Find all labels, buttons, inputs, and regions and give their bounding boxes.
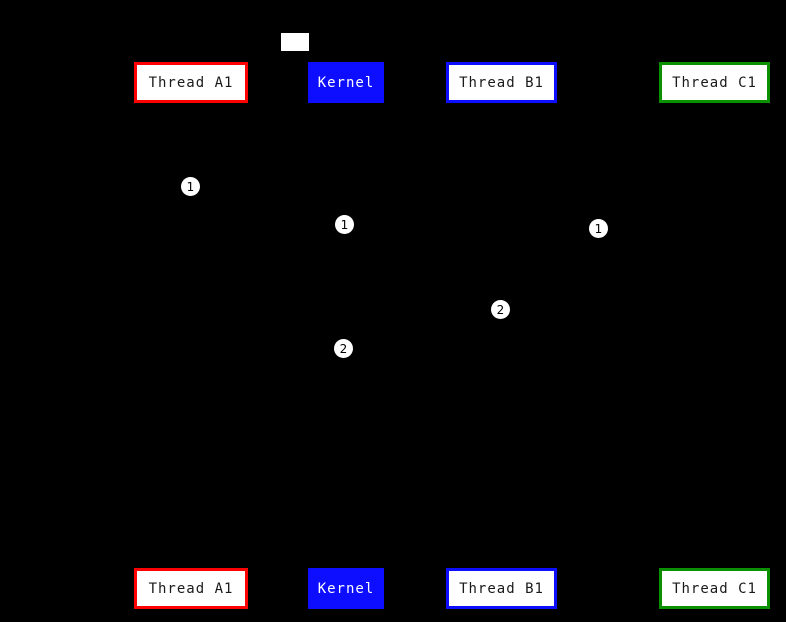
empty-label-box: [281, 33, 309, 51]
actor-box-top-thread-b1: Thread B1: [446, 62, 557, 103]
actor-label: Thread A1: [148, 580, 234, 597]
step-marker-circle: 2: [491, 300, 510, 319]
actor-box-top-thread-c1: Thread C1: [659, 62, 770, 103]
actor-box-top-thread-a1: Thread A1: [134, 62, 248, 103]
actor-label: Kernel: [317, 580, 375, 597]
step-marker-circle: 1: [181, 177, 200, 196]
actor-box-bottom-thread-c1: Thread C1: [659, 568, 770, 609]
actor-label: Kernel: [317, 74, 375, 91]
actor-label: Thread A1: [148, 74, 234, 91]
actor-label: Thread B1: [459, 74, 544, 91]
actor-box-top-kernel: Kernel: [308, 62, 384, 103]
actor-box-bottom-kernel: Kernel: [308, 568, 384, 609]
actor-label: Thread C1: [672, 74, 757, 91]
step-marker-circle: 1: [335, 215, 354, 234]
step-marker-circle: 2: [334, 339, 353, 358]
actor-box-bottom-thread-a1: Thread A1: [134, 568, 248, 609]
actor-label: Thread B1: [459, 580, 544, 597]
actor-label: Thread C1: [672, 580, 757, 597]
actor-box-bottom-thread-b1: Thread B1: [446, 568, 557, 609]
step-marker-circle: 1: [589, 219, 608, 238]
